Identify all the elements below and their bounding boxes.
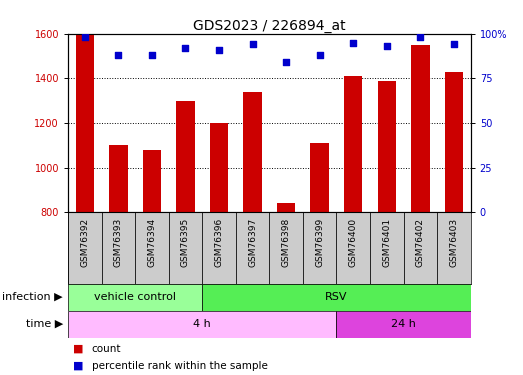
Text: 4 h: 4 h — [194, 319, 211, 329]
Bar — [411, 45, 429, 212]
Bar — [437, 212, 471, 284]
Bar — [202, 212, 236, 284]
Bar — [68, 284, 202, 310]
Text: GSM76398: GSM76398 — [281, 218, 291, 267]
Text: ■: ■ — [73, 361, 84, 370]
Bar — [68, 212, 101, 284]
Bar — [68, 310, 336, 338]
Bar — [404, 212, 437, 284]
Point — [450, 42, 458, 48]
Bar — [236, 212, 269, 284]
Bar — [75, 34, 94, 212]
Bar — [311, 143, 329, 212]
Bar — [109, 145, 128, 212]
Text: infection ▶: infection ▶ — [2, 292, 63, 302]
Bar — [210, 123, 228, 212]
Text: GSM76394: GSM76394 — [147, 218, 156, 267]
Bar — [370, 212, 404, 284]
Text: GSM76397: GSM76397 — [248, 218, 257, 267]
Text: GSM76392: GSM76392 — [80, 218, 89, 267]
Text: ■: ■ — [73, 344, 84, 354]
Point — [416, 34, 425, 40]
Text: GSM76399: GSM76399 — [315, 218, 324, 267]
Text: GSM76401: GSM76401 — [382, 218, 391, 267]
Bar — [101, 212, 135, 284]
Bar — [277, 203, 295, 212]
Point — [282, 59, 290, 65]
Bar — [269, 212, 303, 284]
Text: GSM76395: GSM76395 — [181, 218, 190, 267]
Bar — [336, 212, 370, 284]
Point — [81, 34, 89, 40]
Text: GSM76400: GSM76400 — [349, 218, 358, 267]
Point — [248, 42, 257, 48]
Point — [114, 52, 122, 58]
Text: GSM76393: GSM76393 — [114, 218, 123, 267]
Bar — [303, 212, 336, 284]
Point — [215, 47, 223, 53]
Bar — [336, 310, 471, 338]
Text: RSV: RSV — [325, 292, 348, 302]
Text: GSM76402: GSM76402 — [416, 218, 425, 267]
Bar — [445, 72, 463, 212]
Point — [383, 43, 391, 49]
Text: GSM76403: GSM76403 — [449, 218, 459, 267]
Point — [349, 40, 357, 46]
Bar — [143, 150, 161, 212]
Bar — [344, 76, 362, 212]
Bar — [243, 92, 262, 212]
Text: time ▶: time ▶ — [26, 319, 63, 329]
Bar — [202, 284, 471, 310]
Bar — [378, 81, 396, 212]
Point — [147, 52, 156, 58]
Title: GDS2023 / 226894_at: GDS2023 / 226894_at — [193, 19, 346, 33]
Bar — [168, 212, 202, 284]
Text: GSM76396: GSM76396 — [214, 218, 223, 267]
Text: count: count — [92, 344, 121, 354]
Bar — [176, 100, 195, 212]
Text: vehicle control: vehicle control — [94, 292, 176, 302]
Bar — [135, 212, 168, 284]
Text: 24 h: 24 h — [391, 319, 416, 329]
Point — [181, 45, 190, 51]
Text: percentile rank within the sample: percentile rank within the sample — [92, 361, 267, 370]
Point — [315, 52, 324, 58]
